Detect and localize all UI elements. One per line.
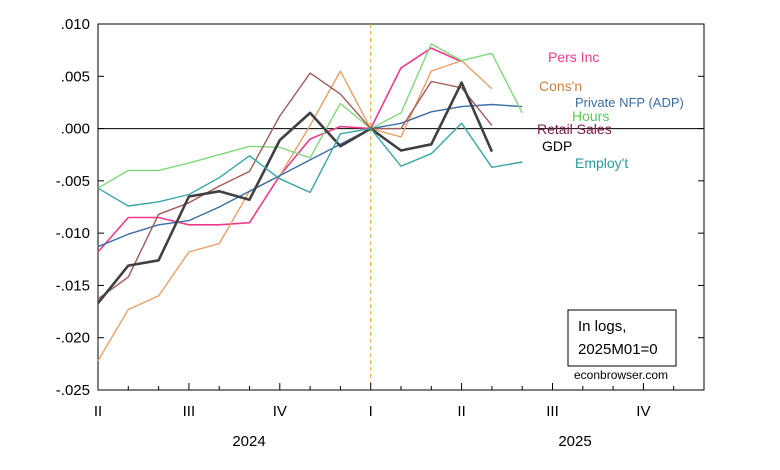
annotation-line-1: In logs, [578,318,626,335]
y-tick-label: -.015 [56,277,90,294]
series-lines [96,43,523,362]
series-line-cons-n [97,59,493,362]
annotation-box [567,309,677,367]
label-hours: Hours [572,108,609,124]
label-pers-inc: Pers Inc [548,49,599,65]
x-year-label: 2024 [232,433,265,450]
y-tick-label: .000 [61,121,90,138]
x-quarter-label: III [546,403,559,420]
y-tick-label: -.025 [56,382,90,399]
x-quarter-label: III [183,403,196,420]
series-line-employ-t [97,122,523,207]
x-quarter-label: II [94,403,102,420]
x-quarter-label: IV [273,403,287,420]
annotation-line-2: 2025M01=0 [578,341,658,358]
label-consn: Cons'n [539,78,582,94]
credit-label: econbrowser.com [574,368,668,382]
y-tick-label: -.020 [56,330,90,347]
y-tick-label: -.005 [56,173,90,190]
label-retail-sales: Retail Sales [537,121,612,137]
y-tick-label: .010 [61,16,90,33]
label-private-nfp: Private NFP (ADP) [575,95,684,110]
series-line-gdp [96,81,494,305]
label-employt: Employ't [575,155,628,171]
series-line-retail-sales [97,72,493,300]
y-tick-label: .005 [61,68,90,85]
x-quarter-label: II [457,403,465,420]
y-tick-label: -.010 [56,225,90,242]
x-quarter-label: I [369,403,373,420]
x-quarter-label: IV [636,403,650,420]
series-line-private-nfp-adp- [97,103,523,248]
label-gdp: GDP [542,138,572,154]
x-year-label: 2025 [558,433,591,450]
series-line-hours [97,43,523,189]
